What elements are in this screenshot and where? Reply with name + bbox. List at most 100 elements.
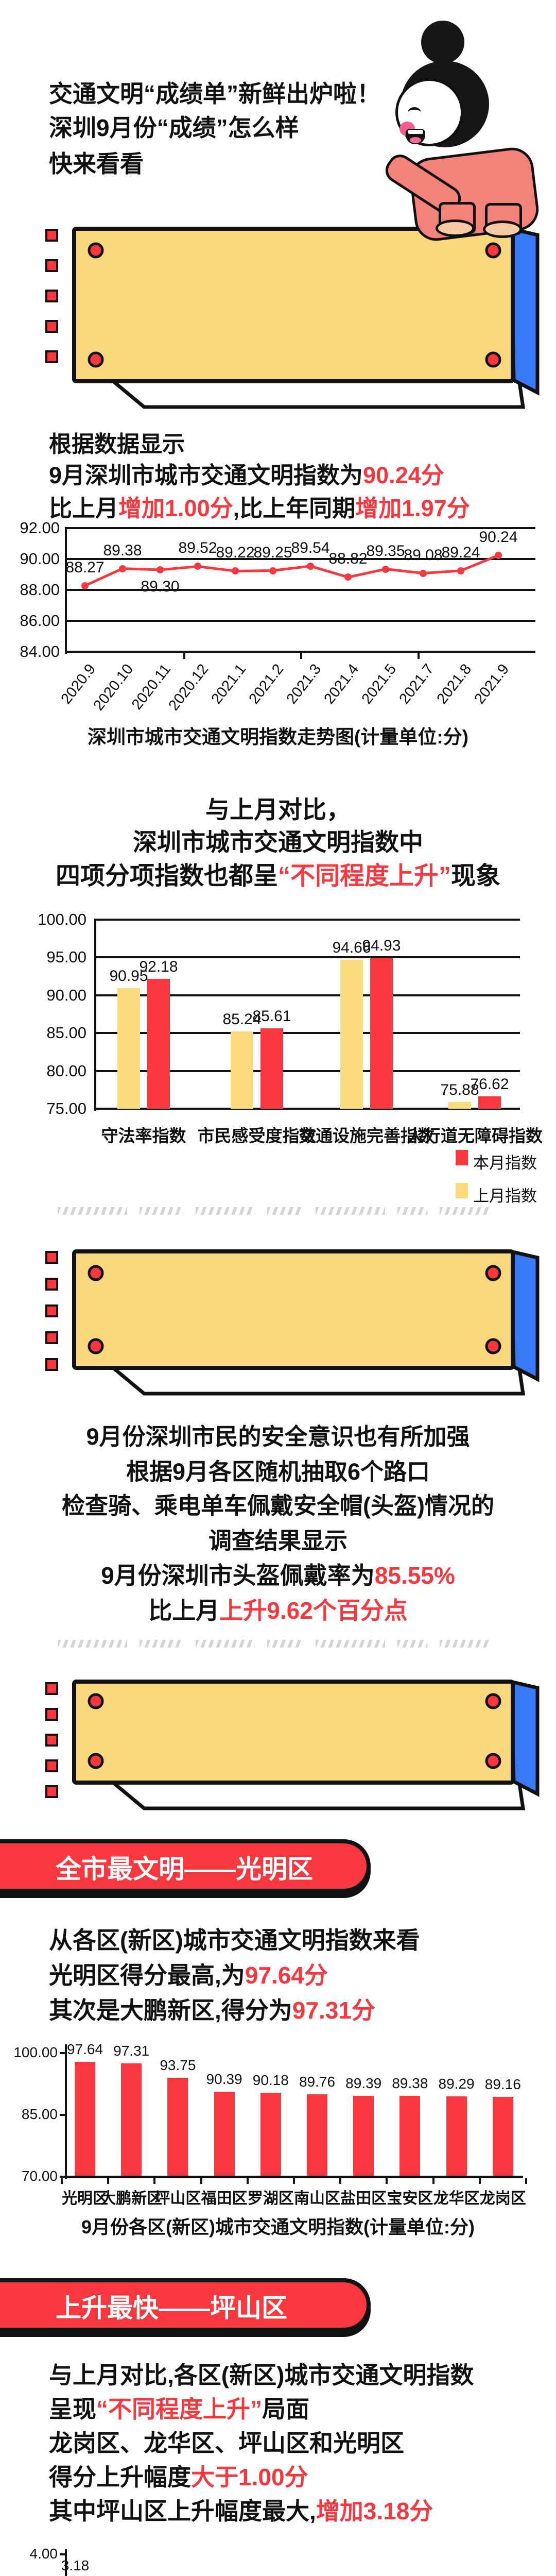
text-segment: ,比上年同期: [233, 495, 356, 521]
text-segment: 比上月: [49, 495, 119, 521]
category-label: 人行道无障碍指数: [407, 1126, 543, 1145]
bar: [214, 2091, 235, 2176]
legend-swatch-current: [456, 1150, 468, 1165]
data-label: 89.30: [141, 578, 180, 595]
hatched-divider-segment: [440, 1207, 491, 1215]
y-axis-label: 95.00: [46, 948, 86, 967]
data-label: 89.35: [366, 542, 405, 560]
data-label: 92.18: [139, 958, 178, 975]
grid-line: [95, 1108, 520, 1110]
y-axis-label: 92.00: [20, 519, 60, 537]
signboard-graphic: [72, 227, 540, 409]
data-label: 97.31: [113, 2042, 150, 2059]
y-axis-tick: [60, 2114, 65, 2116]
paraB-line-1: 与上月对比,各区(新区)城市交通文明指数: [49, 2362, 474, 2388]
category-label: 宝安区: [387, 2190, 433, 2207]
data-point: [81, 582, 89, 589]
bar-current-month: [147, 978, 170, 1109]
bar: [446, 2096, 467, 2176]
heading2-line-2: 深圳市城市交通文明指数中: [133, 828, 423, 856]
data-point: [344, 573, 352, 581]
data-label: 89.24: [441, 544, 480, 561]
text-segment: 其次是大鹏新区,得分为: [49, 1997, 292, 2024]
y-axis-label: 90.00: [20, 550, 60, 568]
intro-line-1: 交通文明“成绩单”新鲜出炉啦！: [49, 80, 380, 107]
text-segment: 增加1.97分: [355, 495, 470, 521]
para2-line-3: 检查骑、乘电单车佩戴安全帽(头盔)情况的: [62, 1493, 494, 1519]
y-axis-label: 80.00: [46, 1061, 86, 1080]
data-label: 93.75: [160, 2057, 196, 2073]
text-segment: 90.24分: [363, 462, 444, 488]
data-label: 97.64: [66, 2041, 103, 2057]
text-segment: 其中坪山区上升幅度最大,: [49, 2498, 316, 2524]
pill-b-label: 上升最快——坪山区: [56, 2294, 287, 2323]
hatched-divider-segment: [140, 1207, 183, 1215]
hatched-divider-segment: [58, 1207, 127, 1215]
hatched-divider-segment: [316, 1207, 385, 1215]
para1-line-2: 比上月增加1.00分,比上年同期增加1.97分: [49, 489, 470, 523]
data-label: 85.24: [222, 1010, 262, 1028]
data-label: 3.18: [61, 2557, 90, 2573]
text-segment: 现象: [451, 862, 501, 890]
x-axis-tick: [200, 2178, 202, 2184]
y-axis-label: 85.00: [46, 1024, 86, 1042]
grid-line: [95, 1032, 520, 1035]
paraA-line-3: 其次是大鹏新区,得分为97.31分: [49, 1992, 375, 2026]
data-label: 88.27: [65, 558, 105, 576]
data-label: 76.62: [470, 1076, 509, 1093]
legend-label-current: 本月指数: [473, 1154, 537, 1172]
category-label: 福田区: [201, 2190, 248, 2207]
x-axis-tick: [432, 2178, 435, 2184]
bar: [307, 2094, 327, 2176]
data-label: 75.88: [440, 1081, 479, 1099]
category-label: 坪山区: [154, 2190, 201, 2207]
dot-column-square: [45, 1708, 58, 1721]
text-segment: 97.31分: [292, 1997, 375, 2024]
grid-line: [95, 1070, 520, 1072]
x-axis-tick: [339, 2178, 342, 2184]
grid-line: [67, 527, 535, 529]
data-label: 89.22: [216, 544, 255, 562]
intro-line-2: 深圳9月份“成绩”怎么样: [49, 114, 299, 141]
y-axis-tick: [60, 2176, 65, 2178]
paraB-line-5: 其中坪山区上升幅度最大,增加3.18分: [49, 2493, 433, 2527]
grid-line: [95, 956, 520, 959]
foot-shape: [436, 219, 475, 237]
data-point: [307, 562, 314, 570]
grid-line: [95, 919, 520, 921]
eye-shape: [408, 107, 421, 118]
data-point: [232, 567, 239, 575]
hatched-divider-segment: [267, 1640, 303, 1648]
dot-column-square: [45, 290, 58, 302]
bar-last-month: [117, 988, 140, 1109]
tongue-shape: [410, 137, 421, 143]
data-label: 94.93: [362, 937, 401, 955]
y-axis-line: [65, 2549, 67, 2576]
category-label: 龙华区: [433, 2190, 480, 2207]
bar: [260, 2092, 281, 2176]
category-label: 交通设施完善指数: [299, 1126, 435, 1145]
data-label: 90.24: [479, 528, 518, 546]
y-axis-label: 4.00: [29, 2546, 58, 2562]
hatched-divider-segment: [267, 1207, 303, 1215]
dot-column-square: [45, 229, 58, 242]
text-segment: 四项分项指数也都呈: [55, 862, 278, 890]
text-segment: 85.55%: [374, 1562, 455, 1589]
para2-line-1: 9月份深圳市民的安全意识也有所加强: [86, 1423, 470, 1450]
bar: [353, 2095, 374, 2176]
stats-line-1: 9月份深圳市头盔佩戴率为85.55%: [0, 1557, 556, 1591]
category-label: 罗湖区: [247, 2190, 294, 2207]
chart-title: 9月份各区(新区)城市交通文明指数(计量单位:分): [81, 2216, 475, 2238]
y-axis-label: 84.00: [20, 642, 60, 660]
y-axis-label: 88.00: [20, 581, 60, 599]
bar-current-month: [370, 958, 393, 1109]
dot-column-square: [45, 1682, 58, 1695]
text-segment: 比上月: [148, 1597, 220, 1624]
helmet-banner: [72, 1249, 541, 1399]
mouth-shape: [406, 129, 425, 144]
dot-column-square: [45, 1785, 58, 1798]
hatched-divider-segment: [397, 1207, 427, 1215]
stats-line-2: 比上月上升9.62个百分点: [0, 1592, 556, 1626]
grid-line: [95, 994, 520, 996]
bar-current-month: [260, 1028, 283, 1109]
